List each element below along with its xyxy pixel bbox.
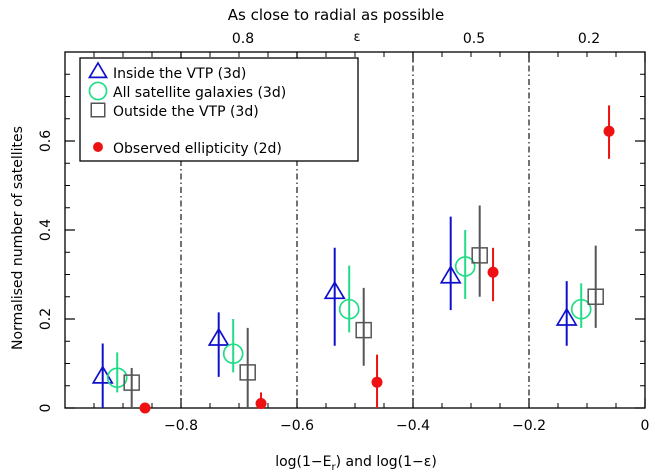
y-tick-label: 0.4 (38, 219, 54, 241)
y-tick-label: 0.6 (38, 130, 54, 152)
x-tick-label: −0.2 (512, 418, 546, 434)
x-axis-label-main: log(1−E (275, 454, 331, 470)
filled-circle-marker (487, 266, 499, 278)
x-tick-label: 0 (641, 418, 650, 434)
circle-marker (88, 81, 108, 101)
legend-label-inside-vtp: Inside the VTP (3d) (113, 66, 246, 82)
square-marker (355, 321, 372, 339)
y-tick-label: 0.2 (38, 308, 54, 330)
square-marker (587, 288, 604, 305)
x-axis-label: log(1−Er) and log(1−ε) (275, 454, 437, 473)
top-tick-label: 0.8 (232, 31, 254, 47)
square-marker (471, 247, 488, 264)
square-marker (239, 364, 256, 381)
circle-marker (454, 256, 476, 277)
top-tick-label: 0.5 (463, 31, 485, 47)
top-axis-symbol: ε (353, 30, 360, 45)
triangle-marker (439, 265, 462, 284)
circle-marker (570, 298, 592, 320)
square-marker (123, 374, 140, 391)
filled-circle-marker (139, 402, 151, 414)
filled-circle-marker (603, 125, 615, 137)
circle-marker (106, 367, 128, 389)
filled-circle-marker (371, 376, 383, 388)
x-tick-label: −0.6 (280, 418, 314, 434)
circle-marker (338, 298, 360, 320)
triangle-marker (555, 307, 578, 326)
data-marks (91, 105, 615, 414)
legend: Inside the VTP (3d) All satellite galaxi… (79, 57, 359, 162)
x-tick-label: −0.8 (164, 418, 198, 434)
legend-label-outside-vtp: Outside the VTP (3d) (113, 104, 259, 120)
legend-label-observed: Observed ellipticity (2d) (113, 141, 282, 157)
top-tick-label: 0.2 (578, 31, 600, 47)
x-axis-label-subscript: r (332, 462, 337, 473)
triangle-marker (87, 61, 109, 79)
filled-circle-marker (255, 398, 267, 410)
triangle-marker (323, 280, 346, 300)
triangle-marker (207, 327, 230, 346)
filled-circle-marker (93, 142, 103, 152)
axes: −0.8 −0.6 −0.4 −0.2 0 0 0.2 0.4 0.6 (38, 51, 650, 434)
x-axis-label-rest: ) and log(1−ε) (336, 454, 437, 470)
legend-label-all-satellites: All satellite galaxies (3d) (113, 85, 286, 101)
legend-box (79, 57, 359, 162)
circle-marker (222, 343, 244, 365)
y-axis-label: Normalised number of satellites (10, 126, 26, 350)
y-tick-label: 0 (38, 404, 54, 413)
x-tick-label: −0.4 (396, 418, 430, 434)
top-title: As close to radial as possible (228, 6, 444, 24)
square-marker (90, 102, 106, 118)
